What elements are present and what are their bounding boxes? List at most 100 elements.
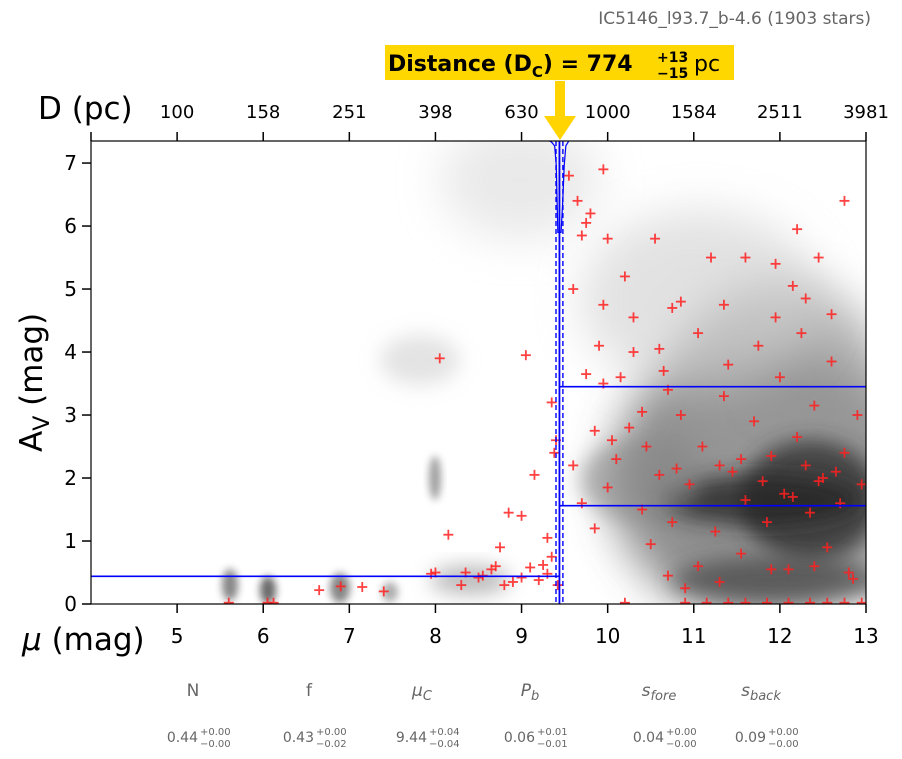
star-point bbox=[740, 495, 751, 506]
top-tick-label: 3981 bbox=[843, 102, 889, 123]
star-point bbox=[654, 343, 665, 354]
x-axis-label: μ (mag) bbox=[21, 622, 145, 658]
star-point bbox=[761, 517, 772, 528]
star-point bbox=[770, 312, 781, 323]
star-point bbox=[624, 422, 635, 433]
x-tick-label: 11 bbox=[681, 624, 706, 648]
star-point bbox=[637, 406, 648, 417]
star-point bbox=[680, 583, 691, 594]
star-point bbox=[684, 479, 695, 490]
distance-upper-error: +13 bbox=[657, 50, 688, 66]
x-tick-label: 9 bbox=[515, 624, 528, 648]
param-name: sfore bbox=[642, 681, 677, 704]
param-value: 0.09 bbox=[735, 730, 766, 746]
x-tick-label: 5 bbox=[171, 624, 184, 648]
y-tick-label: 1 bbox=[64, 529, 77, 553]
top-tick-label: 100 bbox=[160, 102, 194, 123]
top-tick-label: 2511 bbox=[757, 102, 803, 123]
distance-annotation: Distance (DC) = 774 +13 −15 pc bbox=[385, 45, 734, 82]
top-tick-label: 251 bbox=[332, 102, 366, 123]
star-point bbox=[805, 597, 816, 604]
star-point bbox=[335, 581, 346, 592]
y-tick-label: 0 bbox=[64, 592, 77, 616]
star-point bbox=[602, 233, 613, 244]
star-point bbox=[563, 170, 574, 181]
star-point bbox=[434, 353, 445, 364]
star-point bbox=[516, 510, 527, 521]
star-point bbox=[589, 523, 600, 534]
param-3: Pb 0.06 +0.01−0.01 bbox=[504, 681, 568, 750]
param-value: 0.43 bbox=[283, 730, 314, 746]
star-point bbox=[774, 372, 785, 383]
star-point bbox=[503, 507, 514, 518]
star-point bbox=[426, 568, 437, 579]
star-point bbox=[839, 447, 850, 458]
star-point bbox=[701, 597, 712, 604]
star-point bbox=[718, 299, 729, 310]
star-point bbox=[787, 491, 798, 502]
star-point bbox=[671, 463, 682, 474]
star-point bbox=[456, 580, 467, 591]
param-name: f bbox=[306, 681, 313, 701]
x-tick-label: 8 bbox=[429, 624, 442, 648]
star-point bbox=[813, 252, 824, 263]
star-point bbox=[757, 476, 768, 487]
param-lower: −0.00 bbox=[200, 739, 231, 750]
star-point bbox=[796, 328, 807, 339]
star-point bbox=[805, 507, 816, 518]
star-point bbox=[602, 482, 613, 493]
star-point bbox=[552, 580, 563, 591]
param-name: N bbox=[187, 681, 200, 701]
x-tick-label: 6 bbox=[257, 624, 270, 648]
star-point bbox=[568, 284, 579, 295]
star-point bbox=[839, 597, 850, 604]
star-point bbox=[783, 597, 794, 604]
field-label: IC5146_l93.7_b-4.6 (1903 stars) bbox=[598, 9, 871, 29]
star-point bbox=[619, 597, 630, 604]
x-tick-label: 10 bbox=[595, 624, 620, 648]
star-point bbox=[546, 397, 557, 408]
star-point bbox=[378, 586, 389, 597]
star-point bbox=[268, 597, 279, 604]
param-4: sfore 0.04 +0.00−0.00 bbox=[633, 681, 697, 750]
y-tick-label: 4 bbox=[64, 340, 77, 364]
star-point bbox=[822, 597, 833, 604]
param-value: 9.44 bbox=[396, 730, 427, 746]
star-point bbox=[641, 441, 652, 452]
star-point bbox=[809, 561, 820, 572]
star-point bbox=[826, 356, 837, 367]
star-point bbox=[723, 597, 734, 604]
star-point bbox=[538, 559, 549, 570]
star-point bbox=[800, 460, 811, 471]
param-lower: −0.04 bbox=[429, 739, 460, 750]
star-point bbox=[654, 469, 665, 480]
star-point bbox=[314, 585, 325, 596]
param-1: f 0.43 +0.00−0.02 bbox=[283, 681, 347, 750]
star-point bbox=[645, 539, 656, 550]
star-point bbox=[675, 410, 686, 421]
star-point bbox=[499, 580, 510, 591]
star-point bbox=[615, 372, 626, 383]
star-points bbox=[223, 164, 866, 604]
star-point bbox=[830, 466, 841, 477]
param-lower: −0.01 bbox=[537, 739, 568, 750]
star-point bbox=[594, 340, 605, 351]
param-upper: +0.00 bbox=[200, 727, 231, 738]
x-axis-ticks: 5 6 7 8 9 10 11 12 13 bbox=[171, 604, 879, 648]
star-point bbox=[718, 391, 729, 402]
star-point bbox=[611, 454, 622, 465]
distance-posterior-histogram bbox=[549, 140, 569, 233]
star-point bbox=[516, 572, 527, 583]
star-point bbox=[223, 597, 234, 604]
star-point bbox=[706, 252, 716, 263]
param-lower: −0.00 bbox=[768, 739, 799, 750]
distance-lower-error: −15 bbox=[657, 66, 688, 82]
star-point bbox=[736, 548, 747, 559]
star-point bbox=[589, 425, 600, 436]
star-point bbox=[822, 542, 833, 553]
star-point bbox=[598, 299, 609, 310]
star-point bbox=[826, 309, 837, 320]
x-tick-label: 12 bbox=[767, 624, 792, 648]
star-point bbox=[542, 568, 553, 579]
